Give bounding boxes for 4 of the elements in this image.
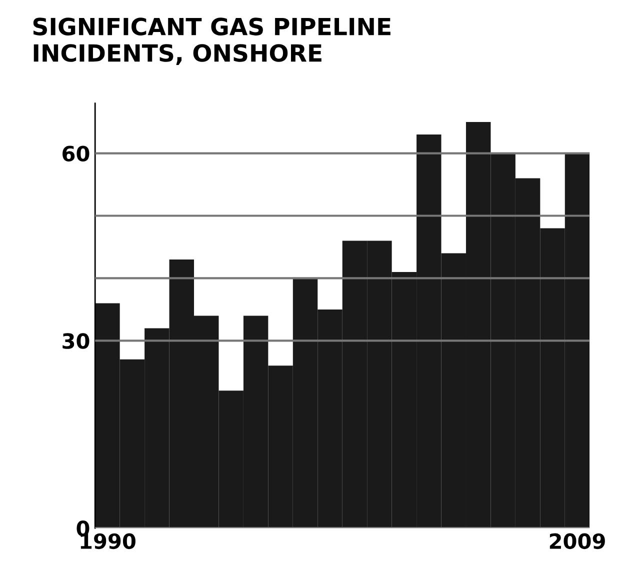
chart-title: SIGNIFICANT GAS PIPELINE INCIDENTS, ONSHORE: [33, 18, 390, 65]
y-tick-label: 30: [62, 333, 90, 349]
y-tick-label: 60: [62, 146, 90, 162]
x-tick-label: 2009: [550, 533, 605, 550]
